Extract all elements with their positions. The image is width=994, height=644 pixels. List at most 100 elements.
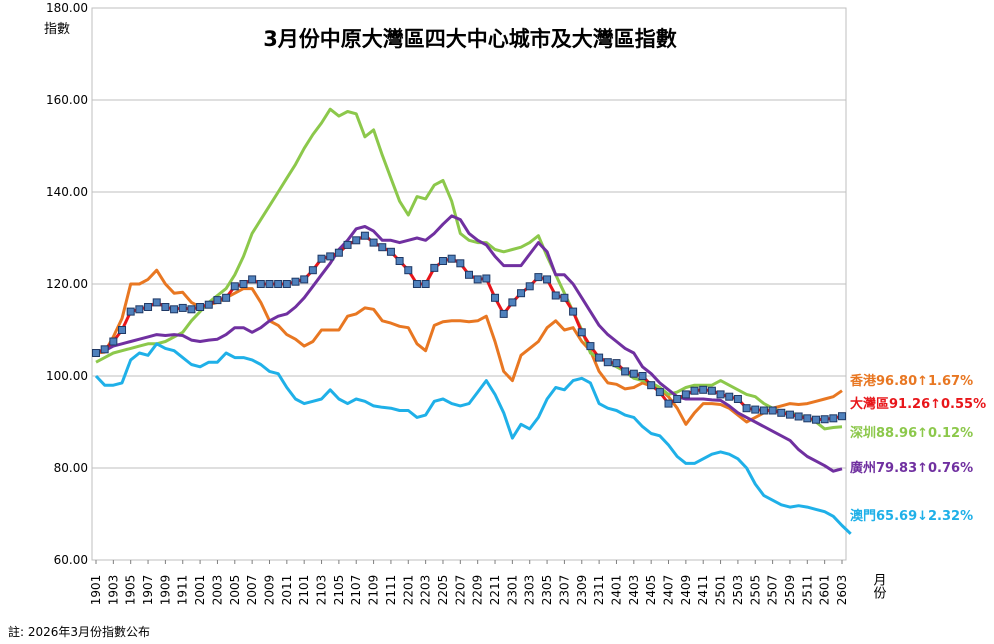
x-tick-label: 2311 [592,575,606,606]
data-point [239,280,248,288]
data-point [733,395,742,403]
x-tick-label: 2211 [488,575,502,606]
x-tick-label: 2011 [280,575,294,606]
series-end-label: 香港96.80↑1.67% [849,373,973,389]
data-point [751,405,760,414]
data-point [187,305,196,314]
footnote: 註: 2026年3月份指數公布 [8,624,150,639]
x-tick-label: 2305 [540,575,554,606]
data-point [716,390,725,399]
data-point [811,415,820,424]
data-point [603,358,612,367]
data-point [326,252,335,261]
data-point [204,300,213,309]
data-point [300,275,309,284]
data-point [707,386,716,395]
x-tick-label: 2203 [419,575,433,606]
data-point [308,266,317,275]
data-point [152,298,161,307]
data-point [482,274,491,283]
x-tick-label: 2001 [193,575,207,606]
data-point [673,395,682,403]
x-tick-label: 1907 [141,575,155,606]
x-tick-label: 2503 [731,575,745,606]
x-tick-label: 2505 [748,575,762,606]
data-point [430,263,439,272]
data-point [525,282,534,291]
data-point [629,369,638,378]
data-point [534,273,543,282]
x-tick-label: 2501 [714,575,728,606]
x-tick-label: 2409 [679,575,693,606]
data-point [647,381,656,390]
data-point [569,307,578,316]
y-tick-label: 140.00 [46,185,88,199]
x-tick-label: 2205 [436,575,450,606]
data-point [334,248,343,257]
x-tick-label: 2301 [505,575,519,606]
data-point [803,414,812,423]
data-point [438,257,447,265]
data-point [369,238,378,247]
data-point [412,280,421,288]
data-point [508,298,517,307]
data-point [473,275,482,284]
y-tick-label: 160.00 [46,93,88,107]
data-point [282,280,291,288]
x-tick-label: 2005 [228,575,242,606]
data-point [499,309,508,318]
y-tick-label: 80.00 [54,461,88,475]
x-tick-label: 2401 [609,575,623,606]
data-point [178,303,187,312]
data-point [820,415,829,424]
data-point [170,305,179,314]
series-end-label: 大灣區91.26↑0.55% [850,396,986,412]
x-tick-label: 1903 [106,575,120,606]
data-point [621,367,630,376]
data-point [777,408,786,417]
data-point [265,280,274,288]
series-line-澳門 [94,342,852,535]
data-point [317,254,326,263]
data-point [699,385,708,394]
data-point [343,240,352,249]
data-point [768,406,777,415]
series-end-label: 深圳88.96↑0.12% [850,425,973,441]
x-tick-label: 2101 [297,575,311,606]
x-tick-label: 2103 [315,575,329,606]
data-point [360,231,369,240]
data-point [465,270,473,279]
data-point [664,399,673,408]
x-tick-label: 2403 [627,575,641,606]
x-tick-label: 2209 [471,575,485,606]
chart-title: 3月份中原大灣區四大中心城市及大灣區指數 [263,27,677,51]
y-tick-label: 100.00 [46,369,88,383]
data-point [638,372,647,380]
data-point [785,410,794,419]
data-point [742,404,751,413]
data-point [230,282,239,291]
data-point [126,307,135,316]
data-point [248,275,257,284]
x-tick-label: 2411 [696,575,710,606]
data-point [144,303,153,311]
data-point [759,406,768,415]
x-tick-label: 2107 [349,575,363,606]
series-line-深圳 [95,107,843,431]
data-point [378,243,387,252]
data-point [161,303,170,311]
x-axis-label: 月份 [871,573,887,599]
data-point [595,353,604,362]
x-tick-label: 1901 [89,575,103,606]
x-tick-label: 2405 [644,575,658,606]
data-point [655,388,664,397]
y-axis-label: 指數 [44,22,70,37]
x-tick-label: 2511 [800,575,814,606]
data-point [404,266,413,275]
data-point [725,392,734,401]
data-point [274,280,283,288]
data-point [447,254,456,263]
data-point [291,277,300,286]
x-tick-label: 2309 [575,575,589,606]
data-point [395,257,404,265]
